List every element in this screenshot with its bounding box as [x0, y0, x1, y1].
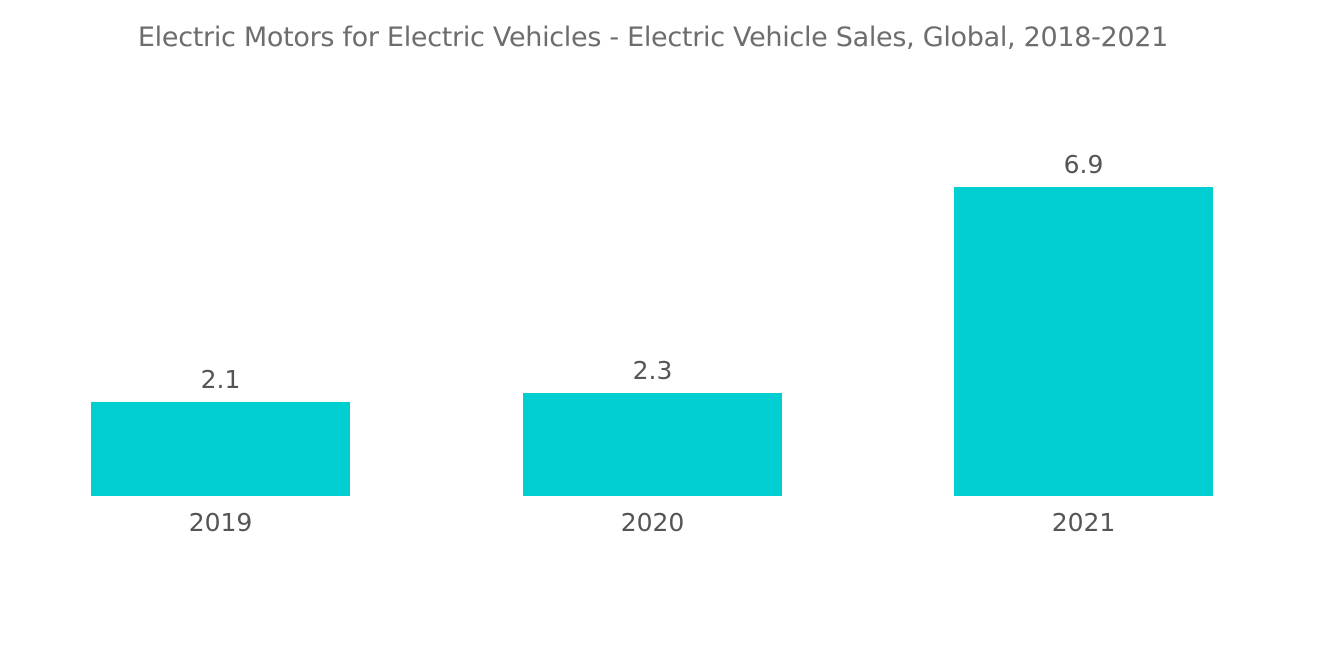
bar-2020 [523, 393, 782, 496]
bar-2019 [91, 401, 350, 496]
data-label-2021: 6.9 [1064, 150, 1104, 179]
bar-2021 [954, 187, 1213, 496]
data-label-2019: 2.1 [201, 365, 241, 394]
x-tick-label-2019: 2019 [189, 508, 253, 537]
x-tick-label-2020: 2020 [621, 508, 685, 537]
x-tick-label-2021: 2021 [1052, 508, 1116, 537]
chart-title: Electric Motors for Electric Vehicles - … [137, 22, 1169, 53]
data-label-2020: 2.3 [633, 356, 673, 385]
